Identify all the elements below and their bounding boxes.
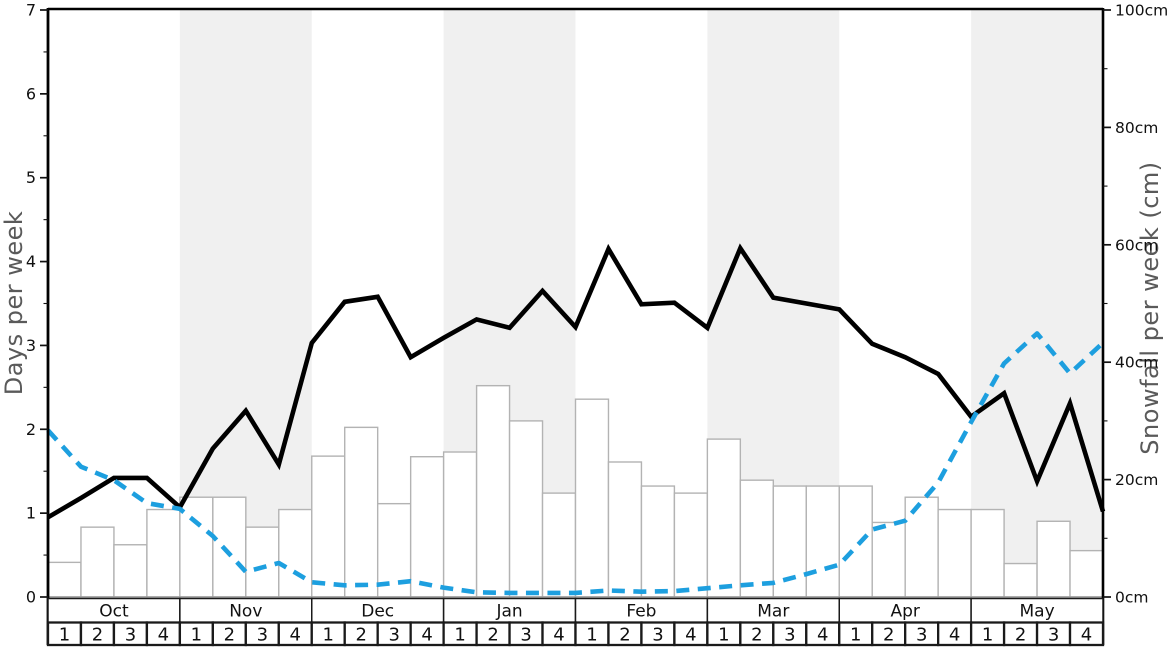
snowfall-bar bbox=[442, 451, 478, 598]
week-number-label: 2 bbox=[1015, 624, 1026, 645]
week-number-label: 4 bbox=[685, 624, 696, 645]
snowfall-bar bbox=[838, 485, 873, 598]
week-number-label: 2 bbox=[751, 624, 762, 645]
week-number-label: 2 bbox=[224, 624, 235, 645]
snowfall-bar bbox=[640, 485, 676, 598]
snowfall-bar bbox=[179, 496, 214, 598]
week-number-label: 2 bbox=[92, 624, 103, 645]
week-number-label: 1 bbox=[982, 624, 993, 645]
snowfall-bar bbox=[1036, 520, 1071, 598]
snowfall-bar bbox=[805, 485, 840, 598]
snowfall-dashed-line bbox=[46, 331, 1105, 596]
snowfall-bar bbox=[409, 456, 445, 598]
month-label: Feb bbox=[626, 602, 656, 622]
week-number-label: 3 bbox=[520, 624, 531, 645]
snowfall-bar bbox=[47, 561, 82, 598]
week-number-label: 3 bbox=[652, 624, 663, 645]
week-number-label: 3 bbox=[125, 624, 136, 645]
right-axis-tick-label: 40cm bbox=[1115, 354, 1158, 372]
left-axis-tick-label: 4 bbox=[26, 252, 36, 271]
snowfall-bar bbox=[1003, 562, 1038, 598]
month-cell bbox=[574, 597, 709, 624]
week-number-label: 1 bbox=[718, 624, 729, 645]
week-number-label: 1 bbox=[191, 624, 202, 645]
week-number-label: 2 bbox=[487, 624, 498, 645]
month-label: Nov bbox=[229, 602, 262, 622]
week-number-label: 2 bbox=[355, 624, 366, 645]
snowfall-bar bbox=[508, 420, 544, 598]
week-cell bbox=[1068, 621, 1105, 647]
snowfall-bar bbox=[574, 398, 610, 598]
snowfall-bar bbox=[344, 426, 379, 598]
left-axis-tick-label: 3 bbox=[26, 336, 36, 355]
snowfall-bar bbox=[80, 526, 115, 598]
snowfall-bar bbox=[706, 438, 742, 598]
snowfall-bar bbox=[541, 492, 577, 598]
week-number-label: 1 bbox=[59, 624, 70, 645]
month-label: Jan bbox=[495, 602, 522, 622]
snowfall-bar bbox=[146, 508, 181, 598]
month-cell bbox=[442, 597, 577, 624]
right-axis-tick-label: 20cm bbox=[1115, 471, 1158, 489]
snowfall-bar bbox=[475, 384, 511, 598]
left-axis-tick-label: 7 bbox=[26, 1, 36, 20]
month-shading-band bbox=[971, 10, 1103, 597]
month-cell bbox=[838, 597, 972, 624]
snowfall-bar bbox=[607, 461, 643, 598]
week-number-label: 1 bbox=[850, 624, 861, 645]
week-number-label: 2 bbox=[619, 624, 630, 645]
right-axis-tick-label: 60cm bbox=[1115, 236, 1158, 254]
week-number-label: 1 bbox=[454, 624, 465, 645]
right-axis-tick-label: 80cm bbox=[1115, 119, 1158, 137]
week-number-label: 4 bbox=[158, 624, 169, 645]
week-number-label: 1 bbox=[586, 624, 597, 645]
week-number-label: 3 bbox=[784, 624, 795, 645]
month-label: May bbox=[1019, 602, 1054, 622]
snowfall-bar bbox=[212, 496, 247, 598]
snowfall-bar bbox=[904, 496, 939, 598]
month-cell bbox=[970, 597, 1104, 624]
week-number-label: 4 bbox=[817, 624, 828, 645]
week-number-label: 4 bbox=[949, 624, 960, 645]
snowfall-bar bbox=[113, 544, 148, 598]
snowfall-bar bbox=[970, 508, 1005, 598]
week-number-label: 4 bbox=[553, 624, 564, 645]
week-number-label: 4 bbox=[421, 624, 432, 645]
right-axis-tick-label: 100cm bbox=[1115, 2, 1168, 20]
snowfall-bar bbox=[245, 526, 280, 598]
week-number-label: 4 bbox=[1081, 624, 1092, 645]
left-axis-tick-label: 0 bbox=[26, 588, 36, 607]
week-number-label: 3 bbox=[1048, 624, 1059, 645]
snowfall-bar bbox=[311, 455, 346, 598]
week-number-label: 3 bbox=[388, 624, 399, 645]
week-number-label: 4 bbox=[290, 624, 301, 645]
month-label: Dec bbox=[361, 602, 394, 622]
left-axis-tick-label: 5 bbox=[26, 168, 36, 187]
month-label: Apr bbox=[890, 602, 919, 622]
week-number-label: 1 bbox=[323, 624, 334, 645]
snowfall-bar bbox=[739, 479, 775, 598]
snow-days-line bbox=[46, 243, 1106, 520]
week-number-label: 3 bbox=[916, 624, 927, 645]
snowfall-bar bbox=[1069, 549, 1104, 598]
snowfall-bar bbox=[871, 521, 906, 598]
month-label: Oct bbox=[99, 602, 129, 622]
snowfall-bar bbox=[278, 508, 313, 598]
left-axis-tick-label: 1 bbox=[26, 504, 36, 523]
week-number-label: 2 bbox=[883, 624, 894, 645]
left-axis-tick-label: 2 bbox=[26, 420, 36, 439]
left-axis-tick-label: 6 bbox=[26, 84, 36, 103]
week-number-label: 3 bbox=[257, 624, 268, 645]
right-axis-tick-label: 0cm bbox=[1115, 589, 1148, 607]
month-label: Mar bbox=[757, 602, 789, 622]
snowfall-bar bbox=[937, 508, 972, 598]
snowfall-bar bbox=[673, 492, 709, 598]
